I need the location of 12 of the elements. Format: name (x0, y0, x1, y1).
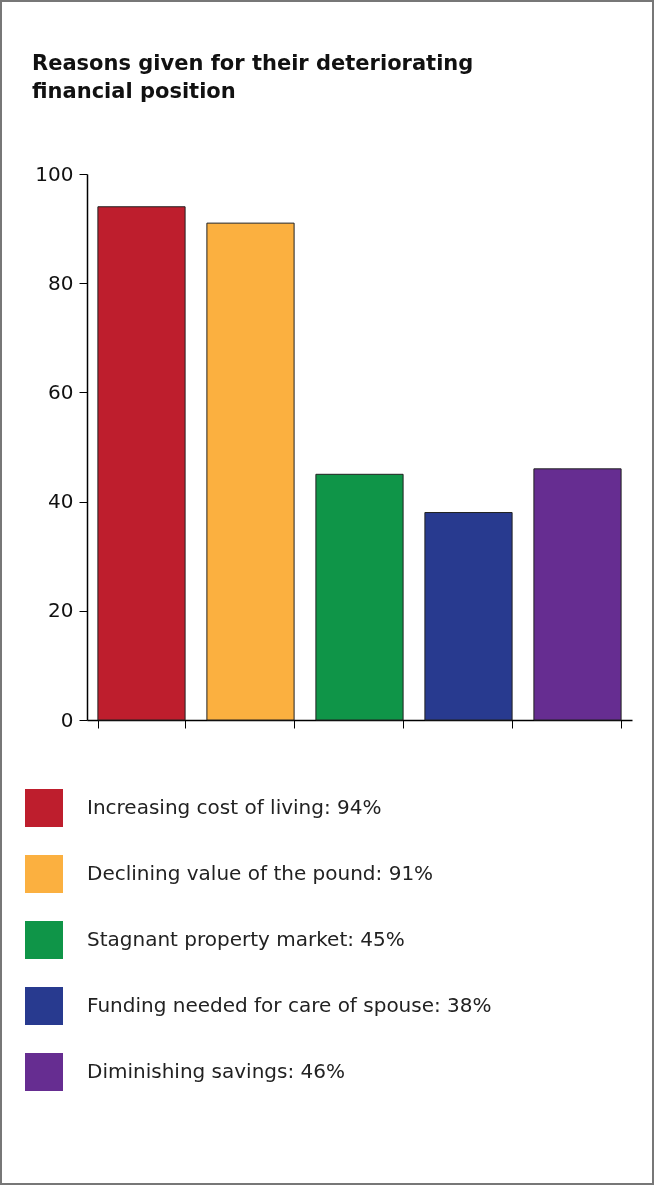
chart-title: Reasons given for their deteriorating financial position (32, 51, 474, 103)
y-tick-label: 40 (48, 489, 74, 514)
y-tick-label: 60 (48, 379, 74, 404)
y-tick-label: 80 (48, 270, 74, 295)
legend-label: Diminishing savings: 46% (87, 1059, 346, 1083)
legend-label: Increasing cost of living: 94% (87, 795, 382, 819)
legend-label: Funding needed for care of spouse: 38% (87, 993, 492, 1017)
y-tick-label: 0 (60, 707, 74, 732)
y-tick-label: 20 (48, 598, 74, 623)
y-tick-label: 100 (35, 161, 74, 186)
legend-label: Declining value of the pound: 91% (87, 861, 434, 885)
legend-label: Stagnant property market: 45% (87, 927, 405, 951)
